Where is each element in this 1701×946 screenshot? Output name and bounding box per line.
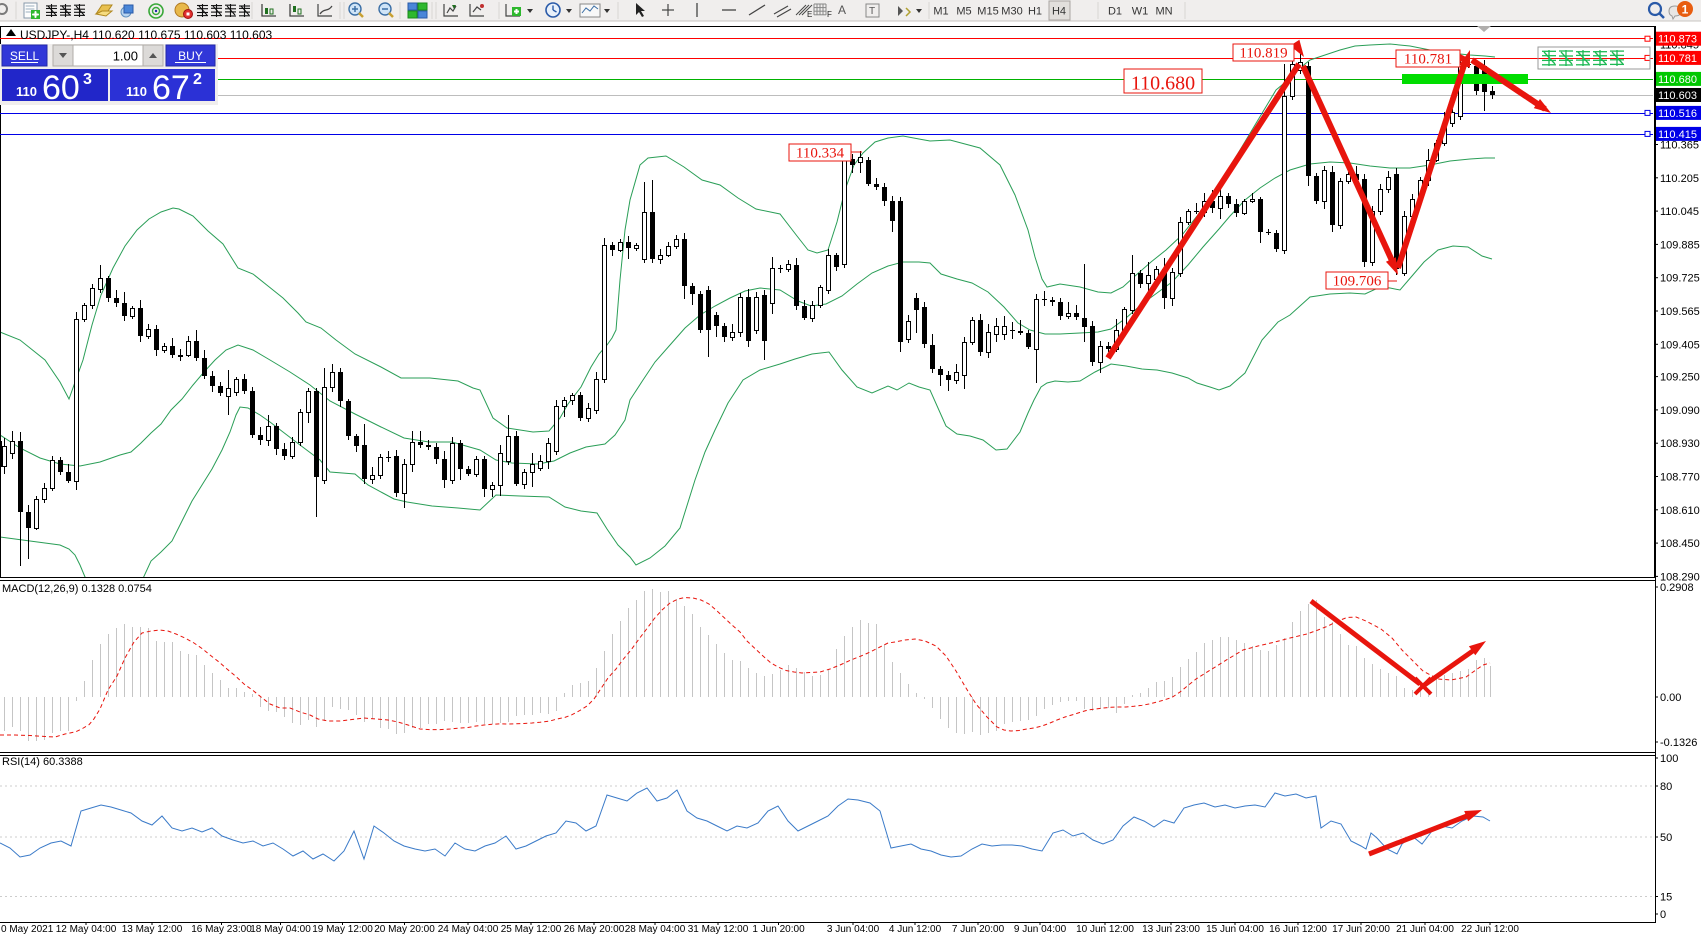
svg-text:109.090: 109.090 bbox=[1660, 405, 1700, 417]
svg-text:28 May 04:00: 28 May 04:00 bbox=[625, 924, 686, 935]
svg-text:21 Jun 04:00: 21 Jun 04:00 bbox=[1396, 924, 1454, 935]
svg-text:D1: D1 bbox=[1108, 6, 1122, 18]
svg-text:17 Jun 20:00: 17 Jun 20:00 bbox=[1332, 924, 1390, 935]
svg-text:0 May 2021: 0 May 2021 bbox=[1, 924, 54, 935]
svg-text:A: A bbox=[838, 3, 846, 17]
svg-text:110.334: 110.334 bbox=[796, 146, 845, 162]
svg-text:7 Jun 20:00: 7 Jun 20:00 bbox=[952, 924, 1005, 935]
svg-text:110.680: 110.680 bbox=[1131, 73, 1195, 95]
svg-text:4 Jun 12:00: 4 Jun 12:00 bbox=[889, 924, 942, 935]
svg-text:M30: M30 bbox=[1001, 6, 1022, 18]
svg-text:109.565: 109.565 bbox=[1660, 306, 1700, 318]
svg-text:110.045: 110.045 bbox=[1660, 206, 1699, 218]
svg-text:110.819: 110.819 bbox=[1239, 46, 1287, 62]
svg-text:110.781: 110.781 bbox=[1658, 53, 1697, 65]
svg-text:109.405: 109.405 bbox=[1660, 339, 1700, 351]
svg-text:108.610: 108.610 bbox=[1660, 505, 1700, 517]
svg-text:100: 100 bbox=[1660, 753, 1678, 765]
svg-text:RSI(14) 60.3388: RSI(14) 60.3388 bbox=[2, 756, 83, 768]
svg-text:110: 110 bbox=[126, 84, 147, 99]
svg-text:16 Jun 12:00: 16 Jun 12:00 bbox=[1269, 924, 1327, 935]
svg-text:W1: W1 bbox=[1132, 6, 1149, 18]
svg-text:10 Jun 12:00: 10 Jun 12:00 bbox=[1076, 924, 1134, 935]
svg-text:110.873: 110.873 bbox=[1658, 34, 1697, 46]
svg-text:SELL: SELL bbox=[10, 49, 40, 63]
svg-text:110.680: 110.680 bbox=[1658, 74, 1697, 86]
svg-text:60: 60 bbox=[42, 69, 80, 107]
svg-text:1 Jun 20:00: 1 Jun 20:00 bbox=[752, 924, 805, 935]
svg-text:MACD(12,26,9) 0.1328 0.0754: MACD(12,26,9) 0.1328 0.0754 bbox=[2, 583, 152, 595]
svg-text:108.290: 108.290 bbox=[1660, 571, 1700, 583]
svg-text:M5: M5 bbox=[956, 6, 971, 18]
svg-text:110.205: 110.205 bbox=[1660, 173, 1699, 185]
svg-text:3 Jun 04:00: 3 Jun 04:00 bbox=[827, 924, 880, 935]
svg-text:50: 50 bbox=[1660, 832, 1672, 844]
svg-text:31 May 12:00: 31 May 12:00 bbox=[688, 924, 749, 935]
svg-text:E: E bbox=[807, 10, 812, 19]
svg-text:13 May 12:00: 13 May 12:00 bbox=[122, 924, 183, 935]
svg-text:F: F bbox=[827, 10, 832, 19]
svg-text:110.781: 110.781 bbox=[1404, 52, 1452, 68]
svg-text:M15: M15 bbox=[977, 6, 998, 18]
svg-text:110.603: 110.603 bbox=[1658, 90, 1697, 102]
svg-text:109.706: 109.706 bbox=[1333, 274, 1382, 290]
svg-text:18 May 04:00: 18 May 04:00 bbox=[250, 924, 311, 935]
svg-text:67: 67 bbox=[152, 69, 190, 107]
svg-text:0: 0 bbox=[1660, 909, 1666, 921]
svg-text:108.450: 108.450 bbox=[1660, 538, 1700, 550]
svg-text:MN: MN bbox=[1155, 6, 1172, 18]
svg-text:H4: H4 bbox=[1052, 6, 1066, 18]
svg-text:109.725: 109.725 bbox=[1660, 273, 1700, 285]
svg-text:22 Jun 12:00: 22 Jun 12:00 bbox=[1461, 924, 1519, 935]
svg-text:H1: H1 bbox=[1028, 6, 1042, 18]
svg-text:110.415: 110.415 bbox=[1658, 129, 1697, 141]
svg-text:1: 1 bbox=[1682, 3, 1689, 17]
svg-text:T: T bbox=[869, 6, 875, 17]
svg-text:1.00: 1.00 bbox=[113, 49, 138, 64]
svg-text:26 May 20:00: 26 May 20:00 bbox=[564, 924, 625, 935]
svg-text:M1: M1 bbox=[933, 6, 948, 18]
svg-text:110: 110 bbox=[16, 84, 37, 99]
svg-text:108.930: 108.930 bbox=[1660, 438, 1700, 450]
svg-text:108.770: 108.770 bbox=[1660, 472, 1700, 484]
svg-text:24 May 04:00: 24 May 04:00 bbox=[438, 924, 499, 935]
svg-text:13 Jun 23:00: 13 Jun 23:00 bbox=[1142, 924, 1200, 935]
svg-text:109.885: 109.885 bbox=[1660, 239, 1700, 251]
svg-text:0.2908: 0.2908 bbox=[1660, 582, 1694, 594]
svg-text:15: 15 bbox=[1660, 892, 1672, 904]
svg-text:110.516: 110.516 bbox=[1658, 108, 1697, 120]
svg-text:0.00: 0.00 bbox=[1660, 692, 1681, 704]
svg-text:25 May 12:00: 25 May 12:00 bbox=[501, 924, 562, 935]
svg-text:12 May 04:00: 12 May 04:00 bbox=[56, 924, 117, 935]
svg-text:16 May 23:00: 16 May 23:00 bbox=[191, 924, 252, 935]
svg-text:USDJPY-,H4 110.620 110.675 11: USDJPY-,H4 110.620 110.675 110.603 110.6… bbox=[20, 28, 273, 42]
svg-text:BUY: BUY bbox=[178, 49, 203, 63]
svg-text:20 May 20:00: 20 May 20:00 bbox=[374, 924, 435, 935]
svg-text:9 Jun 04:00: 9 Jun 04:00 bbox=[1014, 924, 1067, 935]
svg-text:109.250: 109.250 bbox=[1660, 372, 1700, 384]
svg-text:110.365: 110.365 bbox=[1660, 140, 1699, 152]
svg-text:80: 80 bbox=[1660, 781, 1672, 793]
svg-text:2: 2 bbox=[193, 71, 202, 88]
svg-text:19 May 12:00: 19 May 12:00 bbox=[312, 924, 373, 935]
svg-text:-0.1326: -0.1326 bbox=[1660, 737, 1697, 749]
svg-text:3: 3 bbox=[83, 71, 92, 88]
svg-text:15 Jun 04:00: 15 Jun 04:00 bbox=[1206, 924, 1264, 935]
